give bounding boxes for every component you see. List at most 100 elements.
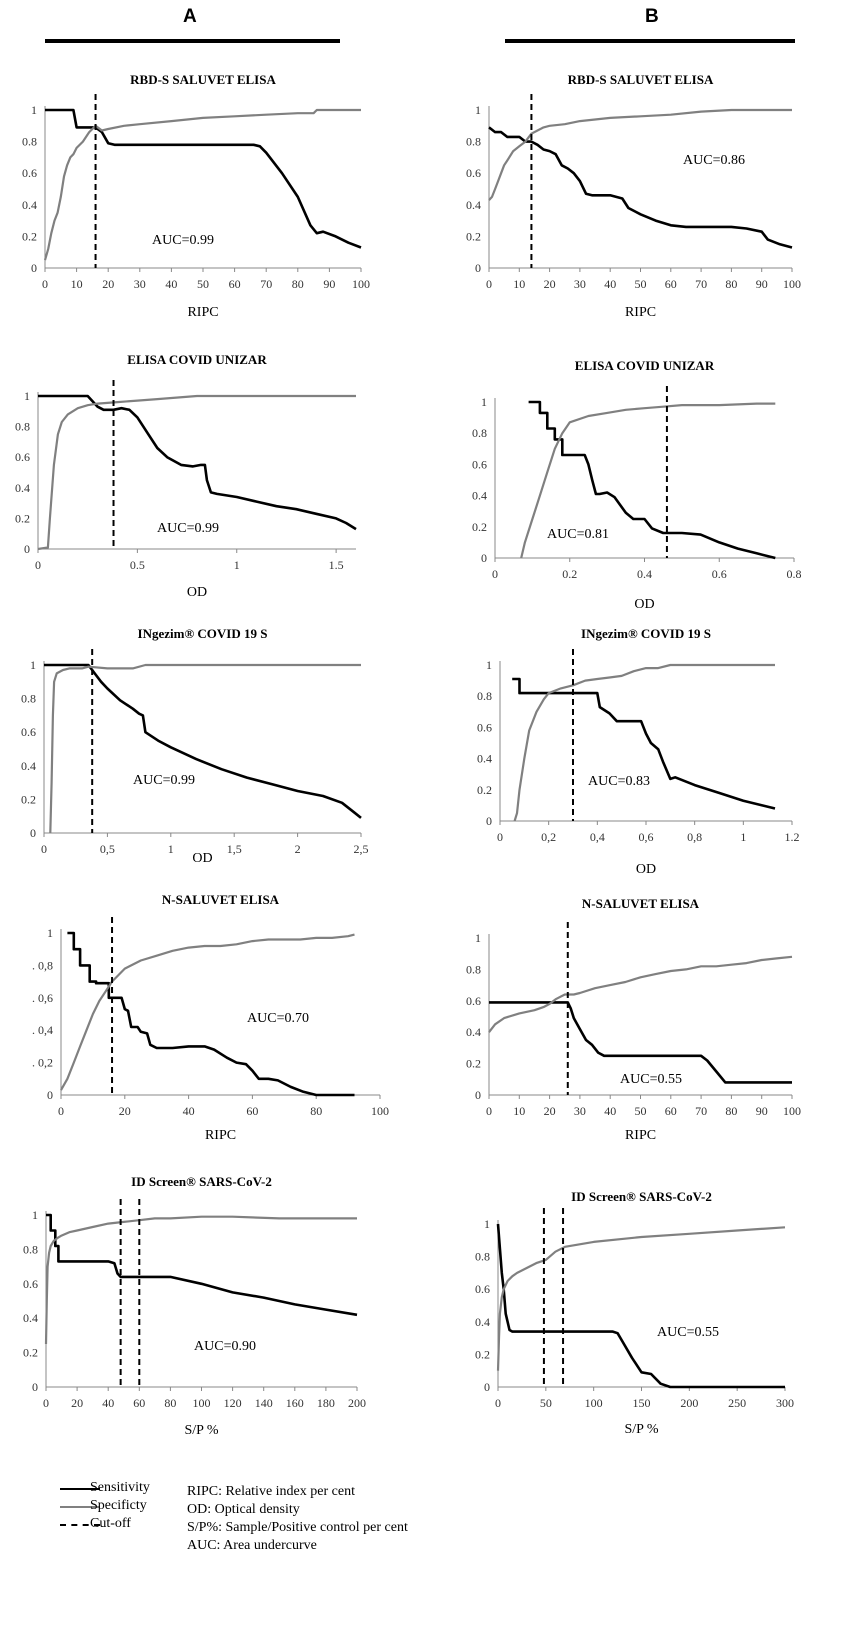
- x-tick-label-b5: 200: [680, 1396, 698, 1410]
- x-tick-label-a4: 80: [310, 1104, 322, 1118]
- legend-sensitivity-swatch: [60, 1488, 100, 1490]
- x-tick-label-a1: 40: [165, 277, 177, 291]
- y-tick-label-b3: 0.8: [477, 689, 492, 703]
- column-rule-a: [45, 39, 340, 43]
- x-tick-label-b1: 80: [725, 277, 737, 291]
- y-tick-label-b1: 0.2: [466, 229, 481, 243]
- y-tick-label-b1: 0.8: [466, 135, 481, 149]
- legend-cutoff-label: Cut-off: [90, 1516, 131, 1531]
- x-tick-label-b4: 0: [486, 1104, 492, 1118]
- x-tick-label-b5: 150: [633, 1396, 651, 1410]
- specificity-line-b2: [520, 402, 776, 559]
- x-tick-label-a2: 0: [35, 558, 41, 572]
- y-tick-label-a5: 0.6: [23, 1277, 38, 1291]
- x-axis-label-b5: S/P %: [624, 1422, 658, 1437]
- chart-title-b2: ELISA COVID UNIZAR: [575, 358, 715, 373]
- x-tick-label-b4: 40: [604, 1104, 616, 1118]
- y-tick-label-a1: 1: [31, 103, 37, 117]
- x-tick-label-a1: 30: [134, 277, 146, 291]
- y-tick-label-b3: 0: [486, 814, 492, 828]
- y-tick-label-b5: 0.6: [475, 1282, 490, 1296]
- x-tick-label-b2: 0: [492, 567, 498, 581]
- y-tick-label-a1: 0.6: [22, 166, 37, 180]
- y-tick-label-a4: 1: [47, 926, 53, 940]
- x-axis-label-b1: RIPC: [625, 305, 656, 320]
- y-tick-label-b4: 0.2: [466, 1057, 481, 1071]
- x-tick-label-b4: 70: [695, 1104, 707, 1118]
- y-tick-label-b5: 0.2: [475, 1347, 490, 1361]
- x-tick-label-b2: 0.8: [787, 567, 802, 581]
- x-tick-label-b1: 70: [695, 277, 707, 291]
- x-tick-label-a3: 0,5: [100, 842, 115, 856]
- x-tick-label-b1: 30: [574, 277, 586, 291]
- x-tick-label-a1: 70: [260, 277, 272, 291]
- x-axis-label-a4: RIPC: [205, 1128, 236, 1143]
- auc-label-a5: AUC=0.90: [194, 1339, 256, 1354]
- sensitivity-line-a4: [67, 931, 355, 1097]
- specificity-line-b4: [488, 955, 793, 1033]
- y-tick-label-b4: 0.8: [466, 962, 481, 976]
- y-tick-label-a2: 1: [24, 389, 30, 403]
- x-tick-label-b5: 100: [585, 1396, 603, 1410]
- chart-b4: N-SALUVET ELISA 0 10 20 30 40 50 60 70 80 90 100 0 0.…: [466, 896, 801, 1143]
- auc-label-a3: AUC=0.99: [133, 773, 195, 788]
- x-tick-label-a5: 160: [286, 1396, 304, 1410]
- x-tick-label-b4: 100: [783, 1104, 801, 1118]
- x-tick-label-b1: 40: [604, 277, 616, 291]
- y-tick-label-b3: 0.6: [477, 720, 492, 734]
- y-tick-label-a3: 0.6: [21, 725, 36, 739]
- x-axis-label-a1: RIPC: [187, 305, 218, 320]
- y-tick-label-b4: 0.4: [466, 1025, 481, 1039]
- x-axis-label-b3: OD: [636, 862, 656, 877]
- x-tick-label-b3: 0,2: [541, 830, 556, 844]
- y-tick-label-b2: 0: [481, 551, 487, 565]
- y-tick-label-b5: 0: [484, 1380, 490, 1394]
- x-tick-label-a1: 100: [352, 277, 370, 291]
- y-tick-label-b3: 1: [486, 658, 492, 672]
- y-tick-label-b4: 1: [475, 931, 481, 945]
- x-tick-label-b5: 0: [495, 1396, 501, 1410]
- sensitivity-line-a5: [46, 1213, 358, 1317]
- y-tick-label-b1: 0.6: [466, 166, 481, 180]
- legend-specificity-label: Specificty: [90, 1498, 147, 1513]
- auc-label-a2: AUC=0.99: [157, 521, 219, 536]
- x-axis-label-a2: OD: [187, 585, 207, 600]
- y-tick-label-a1: 0.2: [22, 229, 37, 243]
- chart-title-a1: RBD-S SALUVET ELISA: [130, 72, 276, 87]
- chart-title-b1: RBD-S SALUVET ELISA: [568, 72, 714, 87]
- abbr-auc: AUC: Area undercurve: [187, 1538, 317, 1553]
- x-tick-label-b4: 10: [513, 1104, 525, 1118]
- y-tick-label-a3: 0.8: [21, 692, 36, 706]
- chart-title-b4: N-SALUVET ELISA: [582, 896, 700, 911]
- x-tick-label-b3: 0,6: [639, 830, 654, 844]
- y-tick-label-a1: 0.4: [22, 198, 37, 212]
- sensitivity-line-b1: [488, 126, 793, 249]
- x-tick-label-b4: 80: [725, 1104, 737, 1118]
- chart-a2: ELISA COVID UNIZAR 0 0.5 1 1.5 0 0.2 0.4 0.6 0.8 1…: [15, 352, 357, 600]
- x-tick-label-a1: 60: [229, 277, 241, 291]
- y-tick-label-b1: 1: [475, 103, 481, 117]
- y-tick-label-b2: 0.4: [472, 489, 487, 503]
- abbr-sp: S/P%: Sample/Positive control per cent: [187, 1520, 408, 1535]
- x-tick-label-a3: 2,5: [354, 842, 369, 856]
- x-tick-label-a3: 1: [168, 842, 174, 856]
- x-tick-label-b4: 30: [574, 1104, 586, 1118]
- legend-sensitivity-label: Sensitivity: [90, 1480, 150, 1495]
- chart-a3: INgezim® COVID 19 S 0 0,5 1 1,5 2 2,5 0 0.2 0.4 0.…: [21, 626, 369, 866]
- column-label-b: B: [645, 6, 659, 27]
- y-tick-label-a4: 0: [47, 1088, 53, 1102]
- specificity-line-a4: [60, 933, 355, 1091]
- x-axis-label-b4: RIPC: [625, 1128, 656, 1143]
- x-tick-label-a2: 1: [234, 558, 240, 572]
- chart-b2: ELISA COVID UNIZAR 0 0.2 0.4 0.6 0.8 0 0.2 0.4 0.…: [472, 358, 802, 612]
- x-tick-label-b1: 90: [756, 277, 768, 291]
- x-tick-label-a1: 90: [323, 277, 335, 291]
- x-tick-label-b3: 0: [497, 830, 503, 844]
- column-rule-b: [505, 39, 795, 43]
- x-tick-label-a5: 200: [348, 1396, 366, 1410]
- y-tick-label-a3: 0: [30, 826, 36, 840]
- x-tick-label-a4: 100: [371, 1104, 389, 1118]
- x-tick-label-a3: 2: [295, 842, 301, 856]
- sensitivity-line-b2: [528, 400, 776, 560]
